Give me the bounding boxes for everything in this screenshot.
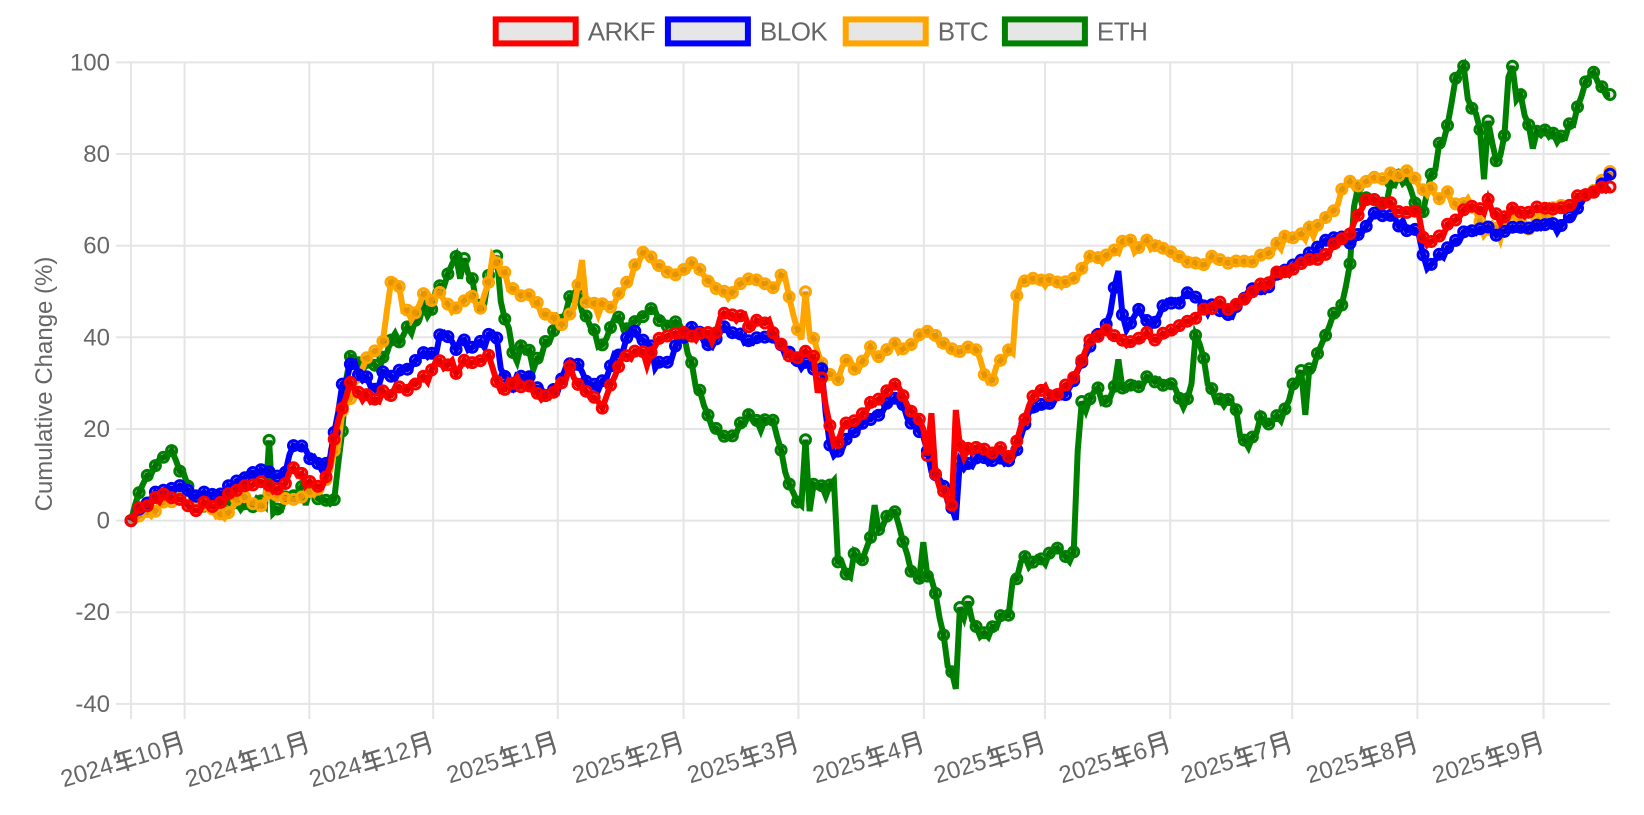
svg-text:-20: -20 bbox=[75, 599, 110, 626]
svg-text:20: 20 bbox=[83, 416, 110, 443]
svg-text:Cumulative Change (%): Cumulative Change (%) bbox=[31, 257, 58, 512]
svg-text:ETH: ETH bbox=[1097, 17, 1148, 47]
svg-text:80: 80 bbox=[83, 141, 110, 168]
svg-text:BLOK: BLOK bbox=[760, 17, 829, 47]
svg-text:0: 0 bbox=[97, 508, 110, 535]
svg-text:ARKF: ARKF bbox=[588, 17, 655, 47]
svg-text:100: 100 bbox=[70, 49, 110, 76]
svg-text:60: 60 bbox=[83, 233, 110, 260]
svg-text:40: 40 bbox=[83, 324, 110, 351]
svg-text:-40: -40 bbox=[75, 691, 110, 718]
svg-text:BTC: BTC bbox=[938, 17, 989, 47]
